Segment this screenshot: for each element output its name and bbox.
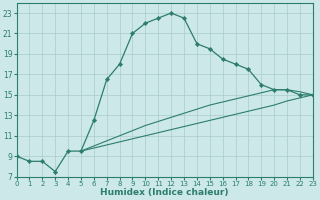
X-axis label: Humidex (Indice chaleur): Humidex (Indice chaleur) (100, 188, 229, 197)
